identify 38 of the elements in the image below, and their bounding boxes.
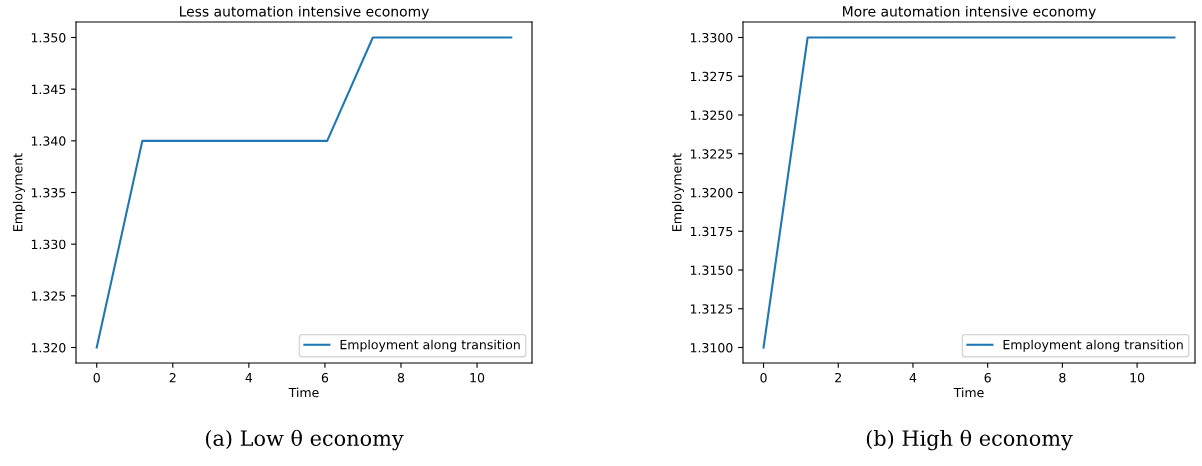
chart-title: Less automation intensive economy <box>180 5 429 20</box>
x-tick-label: 2 <box>169 372 176 383</box>
y-tick-label: 1.335 <box>31 187 66 198</box>
y-tick-label: 1.320 <box>31 342 66 353</box>
x-tick-label: 4 <box>245 373 253 383</box>
y-axis-title: Employment <box>12 153 25 231</box>
y-tick-label: 1.350 <box>31 32 66 43</box>
y-tick-label: 1.330 <box>31 239 66 250</box>
y-tick-label: 1.3175 <box>690 226 733 237</box>
legend-label: Employment along transition <box>1003 339 1183 352</box>
x-axis-title: Time <box>288 387 319 398</box>
x-tick-label: 6 <box>984 372 991 383</box>
x-tick-label: 0 <box>760 372 767 383</box>
y-tick-label: 1.345 <box>31 84 66 95</box>
y-tick-label: 1.3300 <box>690 32 733 43</box>
y-tick-label: 1.325 <box>31 291 66 301</box>
x-tick-label: 6 <box>321 372 329 383</box>
x-tick-label: 2 <box>835 372 841 383</box>
y-tick-label: 1.340 <box>31 136 66 146</box>
x-axis-title: Time <box>953 387 984 398</box>
x-tick-label: 10 <box>1130 372 1145 383</box>
x-tick-label: 4 <box>909 373 917 383</box>
y-tick-label: 1.3150 <box>690 265 733 275</box>
legend-label: Employment along transition <box>340 339 520 352</box>
y-tick-label: 1.3200 <box>690 187 733 198</box>
x-tick-label: 10 <box>470 372 485 383</box>
y-tick-label: 1.3100 <box>690 342 733 353</box>
y-tick-label: 1.3225 <box>690 149 733 159</box>
y-axis-title: Employment <box>671 153 684 231</box>
x-tick-label: 8 <box>397 372 405 383</box>
x-tick-label: 8 <box>1059 372 1066 383</box>
y-tick-label: 1.3125 <box>690 304 733 314</box>
text: (a) Low θ economy <box>205 429 404 451</box>
text: (b) High θ economy <box>866 429 1073 451</box>
y-tick-label: 1.3250 <box>690 110 733 120</box>
x-tick-label: 0 <box>93 372 100 383</box>
chart-title: More automation intensive economy <box>843 5 1096 20</box>
y-tick-label: 1.3275 <box>690 71 733 82</box>
